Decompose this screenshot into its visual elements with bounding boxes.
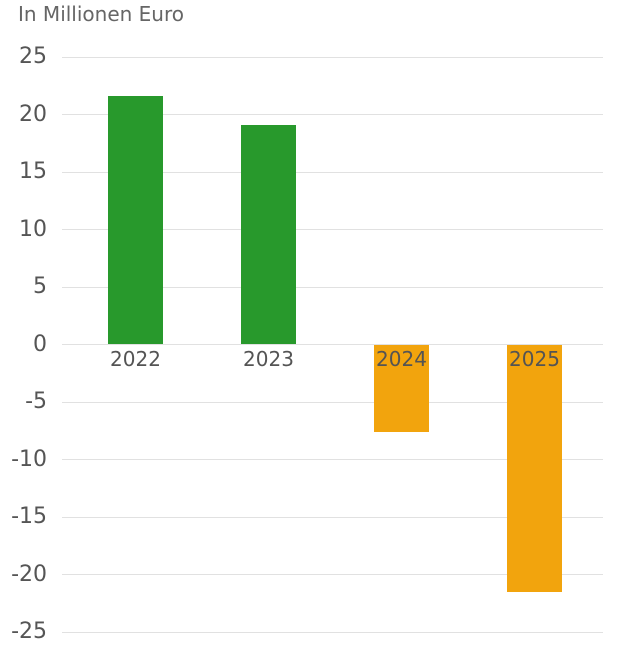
gridline-y--5: [62, 401, 603, 403]
y-axis-tick-label: 0: [33, 331, 47, 357]
y-axis-tick-label: -25: [11, 619, 47, 644]
bar-2024: [374, 344, 429, 432]
y-axis-tick-label: 20: [19, 101, 47, 127]
gridline-y-5: [62, 286, 603, 288]
bar-2023: [241, 124, 296, 345]
y-axis-tick-label: -10: [11, 446, 47, 472]
x-axis-label-2022: 2022: [110, 347, 161, 371]
bar-2022: [108, 96, 163, 345]
bar-2025: [507, 344, 562, 592]
x-axis-label-2025: 2025: [509, 347, 560, 371]
y-axis-tick-label: 15: [19, 159, 47, 184]
gridline-y--25: [62, 631, 603, 633]
gridline-y--20: [62, 574, 603, 575]
chart-title: In Millionen Euro: [18, 2, 184, 26]
gridline-y--10: [62, 459, 603, 460]
gridline-y-25: [62, 56, 603, 58]
y-axis-tick-label: 25: [19, 44, 47, 69]
gridline-y-15: [62, 171, 603, 173]
y-axis-tick-label: -5: [25, 389, 47, 414]
gridline-y-0: [62, 344, 603, 345]
y-axis-tick-label: 10: [19, 216, 47, 242]
y-axis-tick-label: 5: [33, 274, 47, 299]
gridline-y-10: [62, 229, 603, 230]
gridline-y--15: [62, 516, 603, 518]
gridline-y-20: [62, 114, 603, 115]
x-axis-label-2024: 2024: [376, 347, 427, 371]
y-axis-tick-label: -15: [11, 504, 47, 529]
y-axis-tick-label: -20: [11, 561, 47, 587]
x-axis-label-2023: 2023: [243, 347, 294, 371]
